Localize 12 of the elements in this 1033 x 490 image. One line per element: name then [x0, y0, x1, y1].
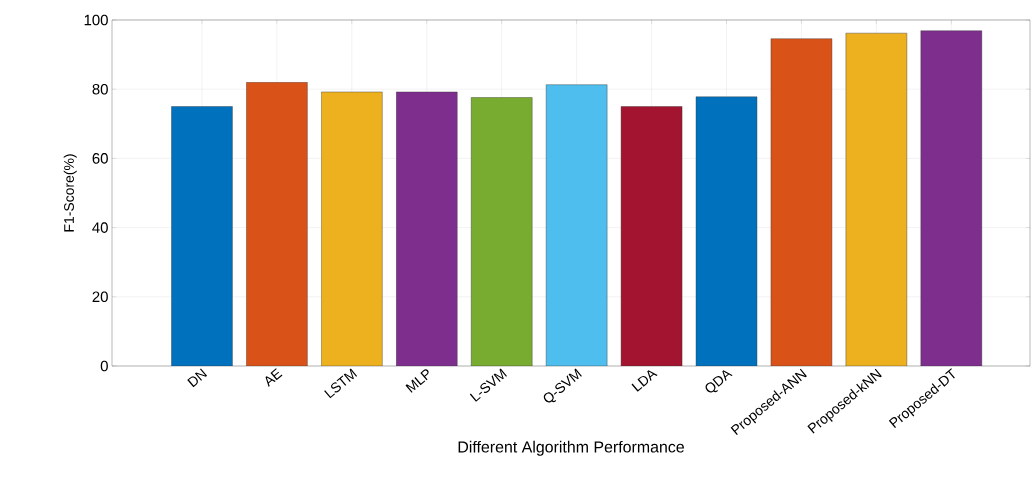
- y-tick-label: 80: [92, 83, 108, 95]
- y-tick-label: 60: [92, 153, 108, 164]
- x-tick-label: LDA: [631, 370, 658, 392]
- x-axis-title: Different Algorithm Performance: [458, 440, 684, 456]
- y-tick-label: 20: [92, 291, 108, 303]
- y-axis-title: F1-Score(%): [63, 154, 77, 232]
- x-tick-label: QDA: [705, 370, 733, 393]
- x-tick-label: DN: [187, 368, 208, 388]
- x-tick-label: AE: [265, 368, 283, 387]
- y-tick-label: 40: [92, 222, 108, 233]
- y-tick-label: 100: [84, 14, 108, 26]
- y-tick-label: 0: [100, 360, 108, 372]
